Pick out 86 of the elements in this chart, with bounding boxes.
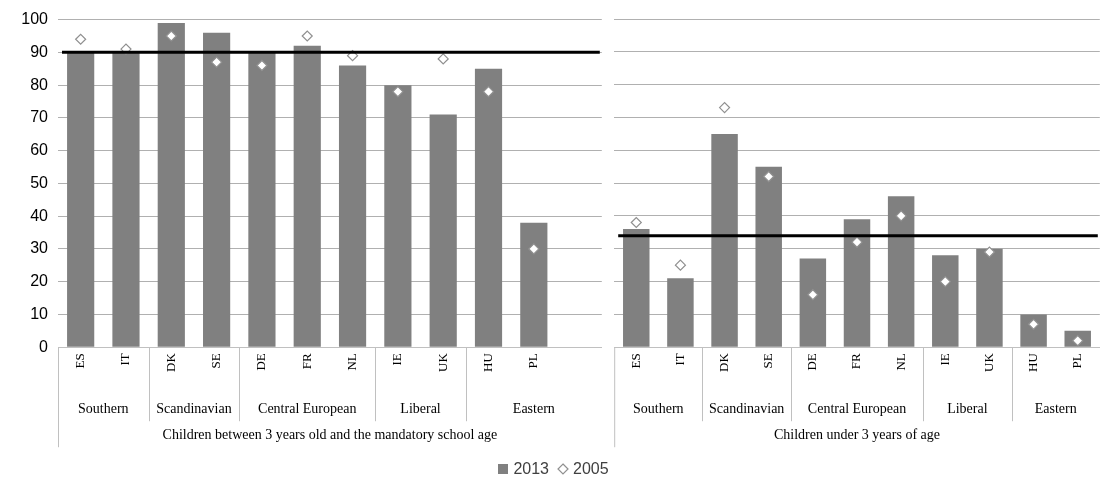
x-tick-label: UK bbox=[980, 352, 996, 372]
legend-label: 2013 bbox=[513, 460, 549, 478]
bar bbox=[112, 52, 140, 347]
point bbox=[895, 210, 907, 222]
x-tick-label: ES bbox=[627, 353, 643, 369]
bar bbox=[1020, 314, 1047, 347]
point bbox=[630, 216, 642, 229]
bar bbox=[932, 255, 959, 347]
y-tick-label: 80 bbox=[30, 75, 49, 93]
text: Central European bbox=[258, 400, 357, 416]
x-tick-label: IT bbox=[117, 353, 133, 366]
point bbox=[528, 243, 540, 255]
bar bbox=[711, 133, 738, 347]
text: Scandinavian bbox=[708, 400, 785, 416]
bar bbox=[384, 85, 412, 347]
point bbox=[301, 30, 313, 42]
x-tick-label: PL bbox=[525, 353, 541, 369]
x-tick-label: UK bbox=[434, 352, 450, 372]
y-tick-label: 100 bbox=[21, 10, 49, 28]
point bbox=[674, 259, 687, 271]
point bbox=[763, 170, 775, 183]
point bbox=[256, 59, 268, 72]
bar bbox=[429, 114, 457, 347]
x-tick-label: FR bbox=[298, 352, 314, 370]
bar bbox=[67, 52, 95, 347]
y-tick-label: 20 bbox=[30, 272, 49, 290]
point bbox=[983, 246, 996, 258]
point bbox=[718, 102, 731, 114]
y-tick-label: 40 bbox=[30, 206, 49, 224]
bar bbox=[157, 22, 185, 347]
x-tick-label: FR bbox=[848, 352, 864, 370]
x-axis-title: Children between 3 years old and the mandatory school age bbox=[162, 426, 498, 442]
text: Liberal bbox=[947, 400, 988, 416]
x-tick-label: IE bbox=[936, 353, 952, 366]
x-tick-label: PL bbox=[1069, 353, 1085, 369]
text: Scandinavian bbox=[156, 400, 232, 416]
x-tick-label: HU bbox=[1025, 352, 1040, 372]
bar bbox=[248, 52, 276, 347]
legend-label: 2005 bbox=[573, 460, 609, 478]
x-tick-label: NL bbox=[892, 353, 908, 371]
point bbox=[851, 236, 863, 248]
text: Southern bbox=[78, 400, 129, 416]
x-axis-title: Children under 3 years of age bbox=[774, 426, 940, 442]
x-tick-label: DK bbox=[715, 352, 731, 372]
point bbox=[807, 289, 819, 301]
bar bbox=[755, 166, 782, 347]
bar bbox=[976, 248, 1003, 347]
text: Central European bbox=[807, 400, 907, 416]
x-tick-label: IT bbox=[671, 353, 687, 366]
bar bbox=[474, 68, 503, 347]
point bbox=[392, 86, 404, 98]
y-tick-label: 0 bbox=[39, 337, 49, 355]
bar bbox=[520, 222, 548, 347]
point bbox=[437, 53, 449, 65]
bar bbox=[887, 196, 915, 347]
point bbox=[939, 275, 951, 288]
text: Southern bbox=[633, 400, 684, 416]
x-tick-label: ES bbox=[72, 353, 88, 369]
x-tick-label: IE bbox=[389, 353, 405, 366]
bar bbox=[203, 32, 231, 347]
x-tick-label: HU bbox=[479, 352, 495, 372]
point bbox=[165, 30, 177, 42]
bar bbox=[667, 278, 694, 347]
bar bbox=[843, 219, 871, 347]
x-tick-label: DE bbox=[253, 353, 269, 371]
y-tick-label: 10 bbox=[30, 304, 49, 322]
bar bbox=[799, 258, 827, 347]
point bbox=[482, 86, 495, 98]
x-tick-label: SE bbox=[760, 353, 776, 369]
x-tick-label: DE bbox=[804, 353, 820, 371]
x-tick-label: DK bbox=[162, 352, 178, 372]
y-tick-label: 50 bbox=[30, 173, 49, 191]
y-tick-label: 70 bbox=[30, 108, 49, 126]
text: Eastern bbox=[512, 400, 555, 416]
bar bbox=[293, 45, 321, 347]
bar bbox=[623, 229, 650, 347]
point bbox=[75, 33, 87, 45]
y-tick-label: 90 bbox=[30, 42, 49, 60]
text: Eastern bbox=[1034, 400, 1077, 416]
bar bbox=[338, 65, 367, 347]
y-tick-label: 30 bbox=[30, 239, 49, 257]
x-tick-label: SE bbox=[208, 353, 224, 369]
y-tick-label: 60 bbox=[30, 141, 49, 159]
point bbox=[211, 56, 223, 68]
text: Liberal bbox=[400, 400, 441, 416]
x-tick-label: NL bbox=[343, 353, 359, 371]
